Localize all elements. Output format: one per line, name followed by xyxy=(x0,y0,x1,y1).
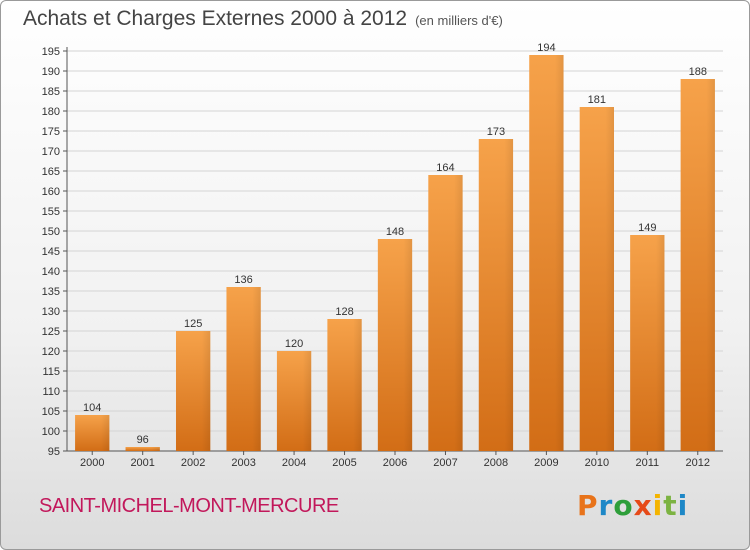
bar-shade xyxy=(504,139,514,451)
y-tick-label: 145 xyxy=(42,246,60,258)
bar-value-label: 136 xyxy=(234,274,252,286)
y-tick-label: 125 xyxy=(42,326,60,338)
y-tick-label: 180 xyxy=(42,106,60,118)
y-tick-label: 115 xyxy=(42,366,60,378)
bar-shade xyxy=(706,79,715,451)
y-tick-label: 150 xyxy=(42,226,60,238)
y-tick-label: 155 xyxy=(42,206,60,218)
bar-shade xyxy=(151,447,160,451)
bar-shade xyxy=(353,319,362,451)
bar-value-label: 173 xyxy=(487,126,505,138)
bar-value-label: 188 xyxy=(689,66,707,78)
bar-value-label: 148 xyxy=(386,226,404,238)
y-tick-label: 130 xyxy=(42,306,60,318)
bar-shade xyxy=(201,331,211,451)
bar-value-label: 164 xyxy=(436,162,454,174)
logo-letter: i xyxy=(652,489,664,522)
y-tick-label: 110 xyxy=(42,386,60,398)
x-tick-label: 2008 xyxy=(484,457,508,469)
x-tick-labels: 2000 2001 2002 2003 2004 2005 2006 2007 2008 2009… xyxy=(80,451,710,469)
commune-name: SAINT-MICHEL-MONT-MERCURE xyxy=(39,495,339,517)
y-tick-label: 165 xyxy=(42,166,60,178)
chart-title: Achats et Charges Externes 2000 à 2012 (e… xyxy=(23,7,503,31)
bar-shade xyxy=(605,107,615,451)
y-tick-label: 135 xyxy=(42,286,60,298)
bar-value-label: 149 xyxy=(638,222,656,234)
logo-letter: r xyxy=(598,489,614,522)
bar-shade xyxy=(403,239,413,451)
logo-letter: x xyxy=(633,489,653,522)
y-tick-label: 160 xyxy=(42,186,60,198)
bar-value-label: 194 xyxy=(537,42,555,54)
x-tick-label: 2004 xyxy=(282,457,306,469)
bars: 104 96 125 136 120 128 148 164 173 194 181 149 188 xyxy=(75,42,715,451)
bar-value-label: 104 xyxy=(83,402,101,414)
logo-letter: i xyxy=(677,489,689,522)
logo-letter: o xyxy=(613,489,634,522)
title-text: Achats et Charges Externes 2000 à 2012 xyxy=(23,7,408,30)
y-tick-label: 185 xyxy=(42,86,60,98)
y-tick-label: 95 xyxy=(48,446,60,458)
x-tick-label: 2005 xyxy=(332,457,356,469)
unit-label: (en milliers d'€) xyxy=(415,13,503,28)
x-tick-label: 2011 xyxy=(635,457,659,469)
y-tick-label: 190 xyxy=(42,66,60,78)
y-tick-label: 120 xyxy=(42,346,60,358)
x-tick-label: 2012 xyxy=(686,457,710,469)
bar-value-label: 181 xyxy=(588,94,606,106)
logo-letter: P xyxy=(577,489,599,522)
y-tick-label: 195 xyxy=(42,46,60,58)
bar-value-label: 125 xyxy=(184,318,202,330)
bar-value-label: 128 xyxy=(335,306,353,318)
bar-shade xyxy=(454,175,463,451)
logo-letter: t xyxy=(663,489,678,522)
y-tick-labels: 95 100 105 110 115 120 125 130 135 140 145 150 155 16… xyxy=(42,46,60,458)
x-tick-label: 2007 xyxy=(433,457,457,469)
y-tick-label: 100 xyxy=(42,426,60,438)
bar-shade xyxy=(252,287,261,451)
bar xyxy=(125,447,160,451)
bar-value-label: 120 xyxy=(285,338,303,350)
bar-shade xyxy=(554,55,564,451)
bar-shade xyxy=(302,351,312,451)
x-tick-label: 2003 xyxy=(231,457,255,469)
y-tick-label: 140 xyxy=(42,266,60,278)
bar-value-label: 96 xyxy=(137,434,149,446)
bar-shade xyxy=(655,235,665,451)
y-tick-label: 105 xyxy=(42,406,60,418)
x-tick-label: 2009 xyxy=(534,457,558,469)
x-tick-label: 2002 xyxy=(181,457,205,469)
x-tick-label: 2010 xyxy=(585,457,609,469)
proxiti-logo: Proxiti xyxy=(577,489,688,522)
bar-shade xyxy=(100,415,110,451)
x-tick-label: 2000 xyxy=(80,457,104,469)
x-tick-label: 2006 xyxy=(383,457,407,469)
x-tick-label: 2001 xyxy=(130,457,154,469)
y-tick-label: 175 xyxy=(42,126,60,138)
y-tick-label: 170 xyxy=(42,146,60,158)
